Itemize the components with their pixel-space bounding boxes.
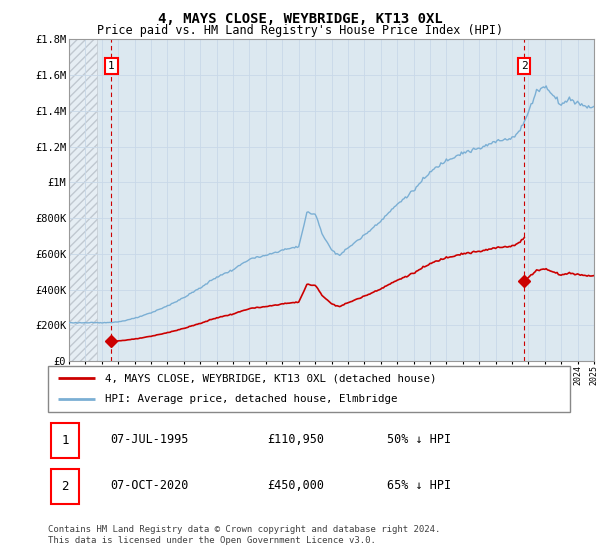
FancyBboxPatch shape bbox=[50, 423, 79, 458]
Text: 2: 2 bbox=[61, 480, 69, 493]
Text: 1: 1 bbox=[61, 434, 69, 447]
Text: 4, MAYS CLOSE, WEYBRIDGE, KT13 0XL (detached house): 4, MAYS CLOSE, WEYBRIDGE, KT13 0XL (deta… bbox=[106, 373, 437, 383]
Text: £110,950: £110,950 bbox=[267, 433, 324, 446]
Text: 2: 2 bbox=[521, 61, 527, 71]
Text: Price paid vs. HM Land Registry's House Price Index (HPI): Price paid vs. HM Land Registry's House … bbox=[97, 24, 503, 36]
Text: HPI: Average price, detached house, Elmbridge: HPI: Average price, detached house, Elmb… bbox=[106, 394, 398, 404]
Text: 07-OCT-2020: 07-OCT-2020 bbox=[110, 479, 189, 492]
Text: 07-JUL-1995: 07-JUL-1995 bbox=[110, 433, 189, 446]
Text: £450,000: £450,000 bbox=[267, 479, 324, 492]
FancyBboxPatch shape bbox=[50, 469, 79, 504]
Text: 4, MAYS CLOSE, WEYBRIDGE, KT13 0XL: 4, MAYS CLOSE, WEYBRIDGE, KT13 0XL bbox=[158, 12, 442, 26]
Text: Contains HM Land Registry data © Crown copyright and database right 2024.
This d: Contains HM Land Registry data © Crown c… bbox=[48, 525, 440, 545]
Text: 50% ↓ HPI: 50% ↓ HPI bbox=[388, 433, 451, 446]
Bar bbox=[69, 39, 97, 361]
Text: 1: 1 bbox=[108, 61, 115, 71]
Polygon shape bbox=[69, 39, 97, 361]
Text: 65% ↓ HPI: 65% ↓ HPI bbox=[388, 479, 451, 492]
